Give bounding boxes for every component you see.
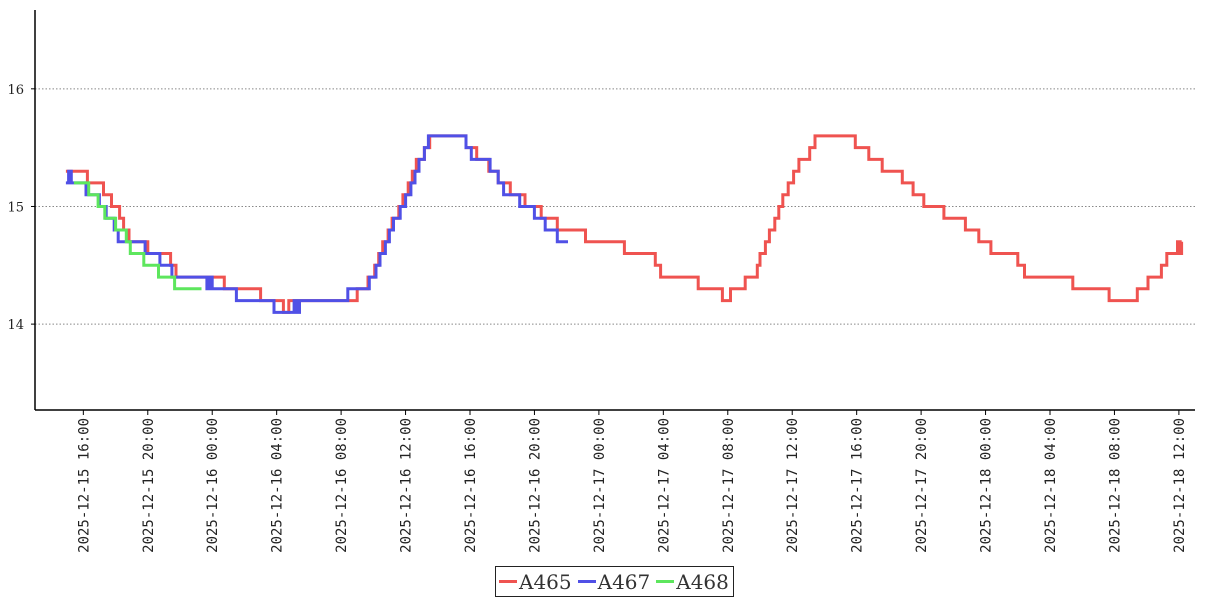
series-line-a465 [65, 134, 1184, 314]
x-tick-label: 2025-12-16 20:00 [527, 418, 543, 553]
legend-label: A468 [676, 569, 729, 594]
legend-label: A465 [519, 569, 572, 594]
grid-lines [35, 88, 1195, 325]
x-tick-label: 2025-12-17 16:00 [850, 418, 866, 553]
x-tick-label: 2025-12-17 00:00 [592, 418, 608, 553]
legend-swatch [499, 580, 517, 583]
x-tick-label: 2025-12-16 16:00 [463, 418, 479, 553]
x-tick-label: 2025-12-15 20:00 [141, 418, 157, 553]
x-tick-label: 2025-12-17 20:00 [914, 418, 930, 553]
y-tick-label: 15 [7, 200, 24, 215]
x-tick-label: 2025-12-17 04:00 [656, 418, 672, 553]
axes: 14 15 16 2025-12-15 16:00 2025-12-15 20:00 20… [7, 10, 1195, 553]
series-line-a468 [73, 181, 202, 291]
y-tick-label: 14 [7, 318, 24, 333]
x-tick-label: 2025-12-15 16:00 [76, 418, 92, 553]
legend-item-a468: A468 [656, 570, 729, 594]
chart-legend: A465 A467 A468 [495, 566, 734, 597]
x-tick-label: 2025-12-18 08:00 [1107, 418, 1123, 553]
legend-item-a467: A467 [577, 569, 651, 594]
x-tick-label: 2025-12-16 00:00 [205, 418, 221, 553]
x-tick-label: 2025-12-16 08:00 [334, 418, 350, 553]
x-tick-label: 2025-12-18 12:00 [1172, 418, 1188, 553]
x-tick-label: 2025-12-18 04:00 [1043, 418, 1059, 553]
x-tick-label: 2025-12-17 08:00 [721, 418, 737, 553]
legend-swatch [656, 580, 675, 583]
legend-label: A467 [597, 569, 651, 594]
x-tick-label: 2025-12-17 12:00 [785, 418, 801, 553]
series-line-a467 [65, 134, 568, 314]
legend-item-a465: A465 [499, 570, 572, 594]
series-layer [65, 134, 1184, 314]
x-tick-label: 2025-12-18 00:00 [979, 418, 995, 553]
legend-swatch [577, 580, 596, 583]
x-tick-label: 2025-12-16 12:00 [399, 418, 415, 553]
y-tick-label: 16 [7, 83, 24, 98]
x-tick-label: 2025-12-16 04:00 [270, 418, 286, 553]
